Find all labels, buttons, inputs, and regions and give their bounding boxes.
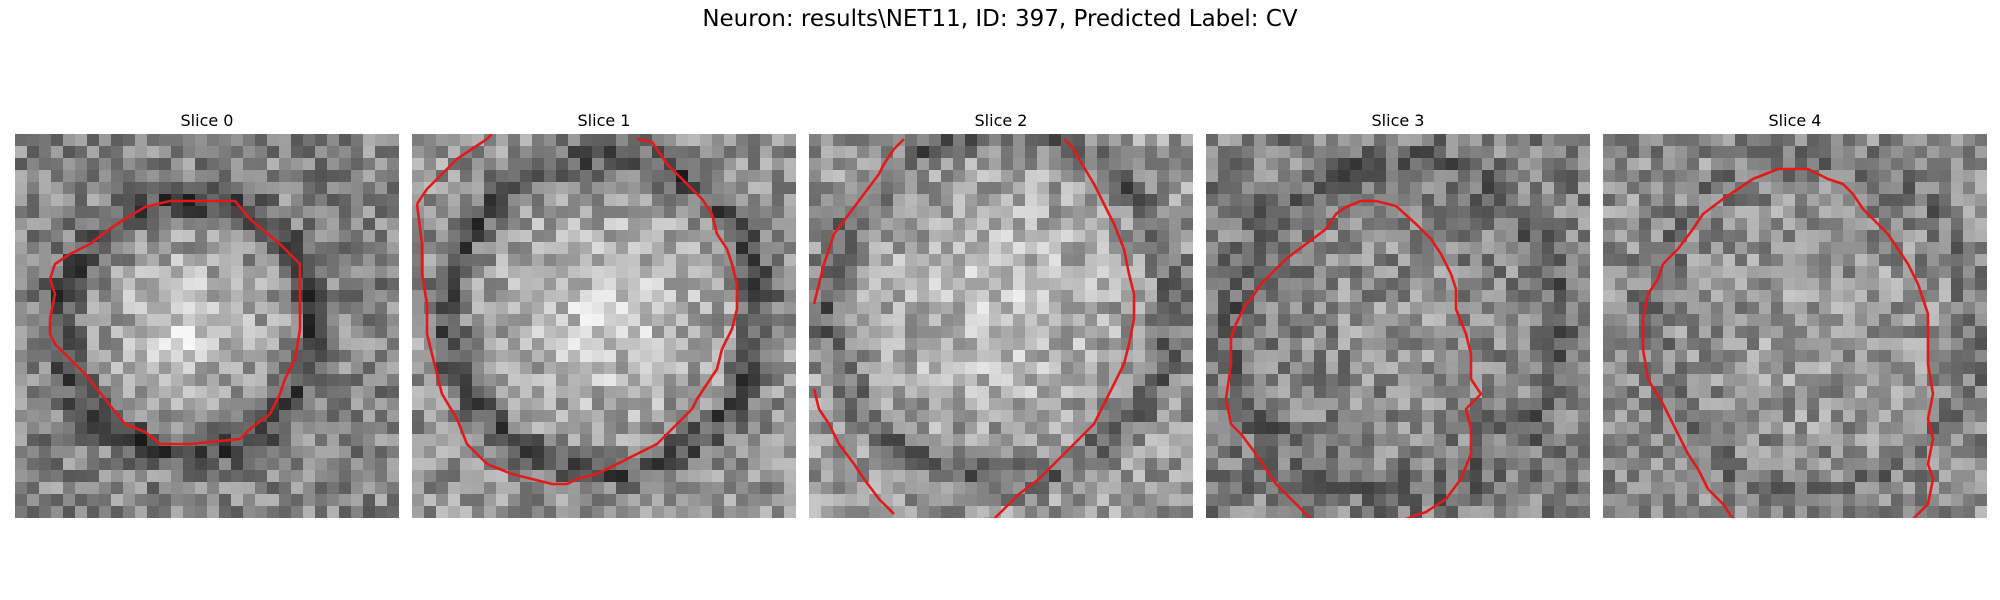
slice-panel-0: Slice 0 bbox=[15, 110, 399, 518]
slice-image-2 bbox=[809, 134, 1193, 518]
contour-line bbox=[1224, 298, 1312, 518]
contour-line bbox=[812, 388, 895, 515]
slice-image-3 bbox=[1206, 134, 1590, 518]
pixel-grid bbox=[809, 134, 1193, 518]
slice-title-0: Slice 0 bbox=[180, 111, 234, 130]
contour-line bbox=[1641, 263, 1734, 518]
contour-line bbox=[1249, 199, 1483, 518]
slice-title-4: Slice 4 bbox=[1768, 111, 1822, 130]
pixel-grid bbox=[1206, 134, 1590, 518]
pixel-grid bbox=[412, 134, 796, 518]
contour-line bbox=[984, 138, 1136, 518]
slice-panel-2: Slice 2 bbox=[809, 110, 1193, 518]
contour-line bbox=[415, 137, 739, 486]
slice-title-1: Slice 1 bbox=[577, 111, 631, 130]
slice-panel-4: Slice 4 bbox=[1603, 110, 1987, 518]
contour-line bbox=[1662, 167, 1935, 518]
slice-image-4 bbox=[1603, 134, 1987, 518]
pixel-grid bbox=[1603, 134, 1987, 518]
slice-panel-3: Slice 3 bbox=[1206, 110, 1590, 518]
slice-image-1 bbox=[412, 134, 796, 518]
pixel-grid bbox=[15, 134, 399, 518]
slice-image-0 bbox=[15, 134, 399, 518]
slice-title-3: Slice 3 bbox=[1371, 111, 1425, 130]
slice-title-2: Slice 2 bbox=[974, 111, 1028, 130]
contour-line bbox=[48, 199, 302, 446]
contour-line bbox=[415, 134, 493, 205]
figure-title: Neuron: results\NET11, ID: 397, Predicte… bbox=[702, 6, 1298, 32]
contour-line bbox=[812, 138, 905, 305]
slice-panel-1: Slice 1 bbox=[412, 110, 796, 518]
